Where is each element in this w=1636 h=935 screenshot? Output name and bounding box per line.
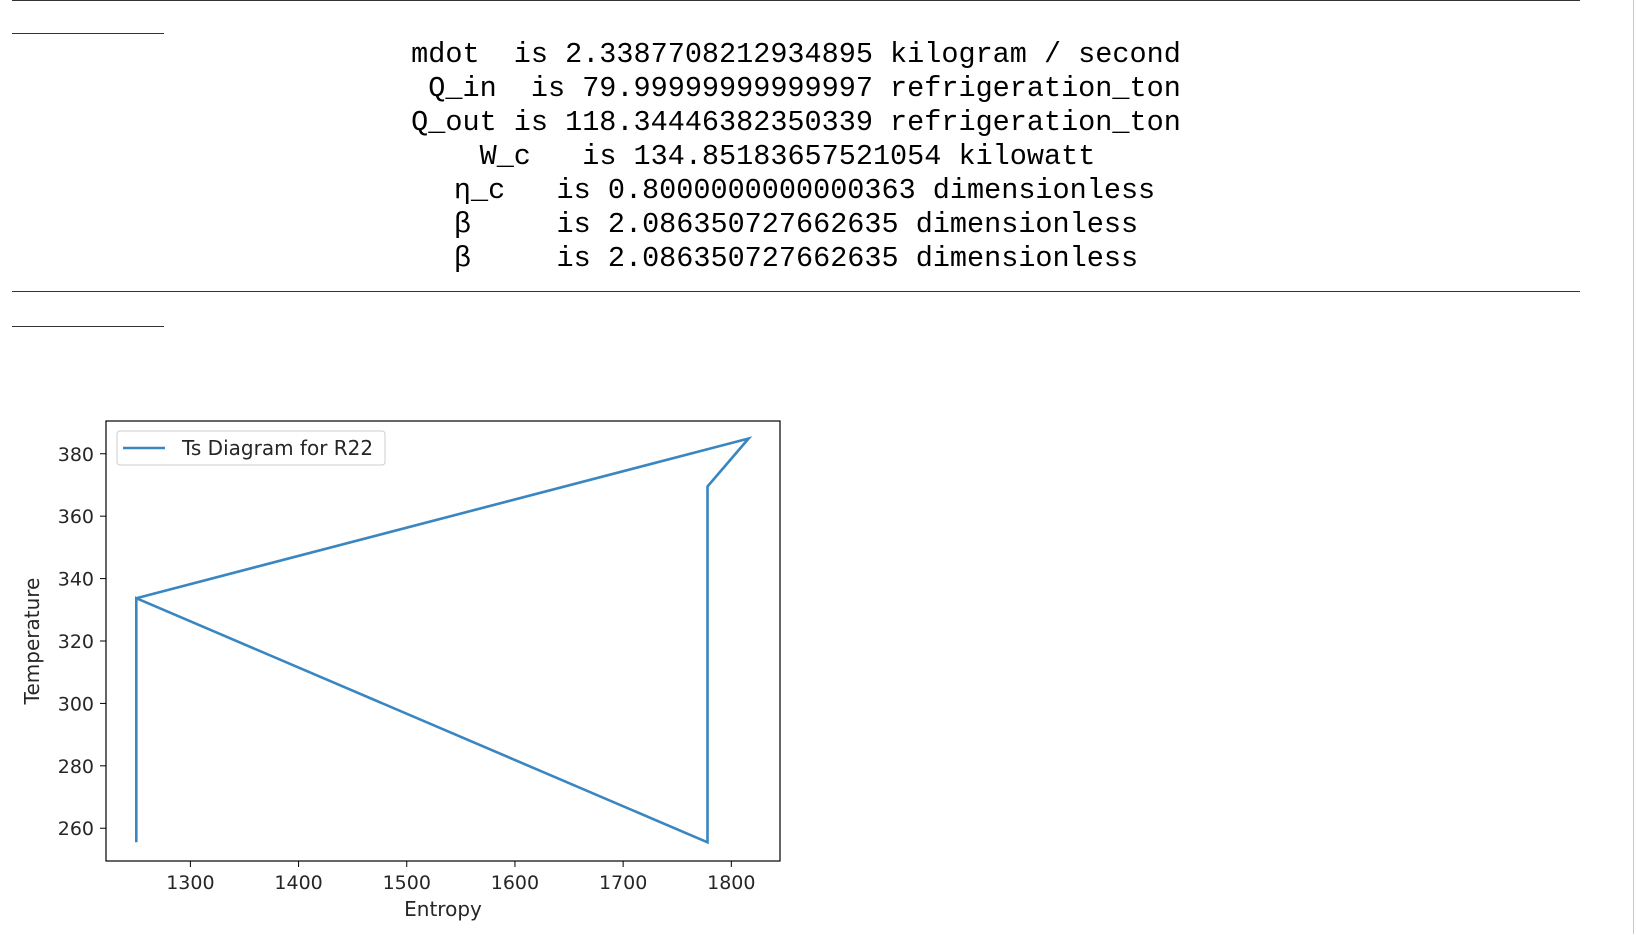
separator-rule-bottom bbox=[12, 291, 1580, 292]
output-line-eta-c: η_c is 0.8000000000000363 dimensionless bbox=[436, 174, 1156, 207]
x-tick-label: 1600 bbox=[491, 872, 539, 894]
y-tick-label: 360 bbox=[58, 506, 94, 528]
separator-rule-bottom-short bbox=[12, 326, 164, 327]
y-tick-label: 320 bbox=[58, 631, 94, 653]
legend-box bbox=[116, 430, 386, 466]
output-line-mdot: mdot is 2.3387708212934895 kilogram / se… bbox=[411, 38, 1181, 71]
separator-rule-top-short bbox=[12, 33, 164, 34]
x-axis-label: Entropy bbox=[404, 897, 482, 921]
y-tick-label: 260 bbox=[58, 818, 94, 840]
y-tick-label: 300 bbox=[58, 693, 94, 715]
y-tick-label: 380 bbox=[58, 444, 94, 466]
printed-output: mdot is 2.3387708212934895 kilogram / se… bbox=[12, 38, 1580, 276]
cell-right-border bbox=[1633, 0, 1634, 934]
output-line-q-out: Q_out is 118.34446382350339 refrigeratio… bbox=[411, 106, 1181, 139]
plot-area-frame bbox=[105, 420, 781, 862]
y-tick-label: 340 bbox=[58, 569, 94, 591]
output-line-beta: β is 2.086350727662635 dimensionless bbox=[453, 208, 1139, 241]
x-tick-label: 1300 bbox=[166, 872, 214, 894]
series-line-ts-diagram bbox=[135, 436, 753, 845]
output-line-q-in: Q_in is 79.99999999999997 refrigeration_… bbox=[411, 72, 1181, 105]
x-tick-label: 1400 bbox=[274, 872, 322, 894]
separator-rule-top bbox=[12, 0, 1580, 1]
x-tick-label: 1800 bbox=[707, 872, 755, 894]
x-tick-label: 1700 bbox=[599, 872, 647, 894]
x-tick-label: 1500 bbox=[383, 872, 431, 894]
output-line-w-c: W_c is 134.85183657521054 kilowatt bbox=[479, 140, 1113, 173]
axis-ticks: 1300 1400 1500 1600 1700 1800 260 280 300 320 340 3… bbox=[58, 444, 756, 894]
legend-label: Ts Diagram for R22 bbox=[181, 436, 373, 460]
chart-legend: Ts Diagram for R22 bbox=[116, 430, 386, 466]
y-axis-label: Temperature bbox=[20, 578, 44, 706]
y-tick-label: 280 bbox=[58, 756, 94, 778]
output-line-beta-repeat: β is 2.086350727662635 dimensionless bbox=[453, 242, 1139, 275]
ts-diagram-chart: 1300 1400 1500 1600 1700 1800 260 280 300 320 340 3… bbox=[20, 420, 781, 921]
